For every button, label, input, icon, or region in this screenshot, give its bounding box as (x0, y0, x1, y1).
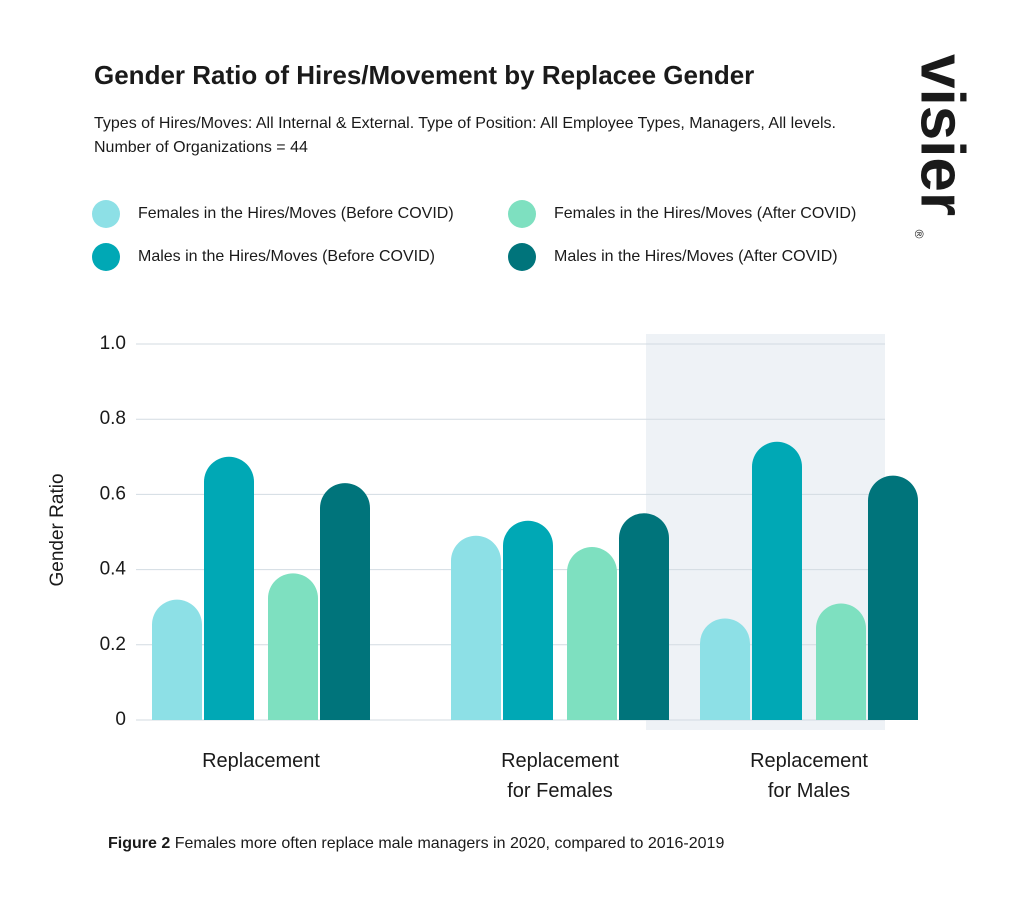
legend-swatch (92, 243, 120, 271)
logo-mark: ® (912, 230, 926, 239)
bar (619, 513, 669, 720)
y-axis-title: Gender Ratio (47, 473, 68, 586)
bar (567, 547, 617, 720)
legend-swatch (92, 200, 120, 228)
chart-title: Gender Ratio of Hires/Movement by Replac… (94, 60, 755, 90)
x-tick-label: Replacement for Males (750, 750, 868, 802)
legend-swatch (508, 243, 536, 271)
legend-swatch (508, 200, 536, 228)
y-tick-label: 0.6 (100, 483, 126, 504)
x-tick-label: Replacement (202, 750, 320, 772)
logo: visier (908, 54, 977, 216)
bar (503, 520, 553, 720)
caption-text: Females more often replace male managers… (174, 835, 725, 852)
bar (320, 483, 370, 720)
bar (152, 599, 202, 720)
bar (816, 603, 866, 720)
x-tick-label: Replacement for Females (501, 750, 619, 802)
y-tick-label: 1.0 (100, 333, 126, 354)
legend-label: Males in the Hires/Moves (After COVID) (554, 248, 838, 265)
caption: Figure 2 Females more often replace male… (108, 835, 724, 853)
caption-label: Figure 2 (108, 835, 171, 852)
bar (268, 573, 318, 720)
bar (700, 618, 750, 720)
y-tick-label: 0 (115, 709, 126, 730)
legend-label: Females in the Hires/Moves (Before COVID… (138, 205, 454, 222)
bar (752, 441, 802, 720)
y-tick-label: 0.4 (100, 559, 127, 580)
y-tick-label: 0.8 (100, 408, 126, 429)
legend-label: Males in the Hires/Moves (Before COVID) (138, 248, 435, 265)
bar (451, 535, 501, 720)
chart-subtitle: Types of Hires/Moves: All Internal & Ext… (94, 115, 836, 156)
bar (204, 456, 254, 720)
legend-label: Females in the Hires/Moves (After COVID) (554, 205, 857, 222)
y-tick-label: 0.2 (100, 634, 126, 655)
bar (868, 475, 918, 720)
